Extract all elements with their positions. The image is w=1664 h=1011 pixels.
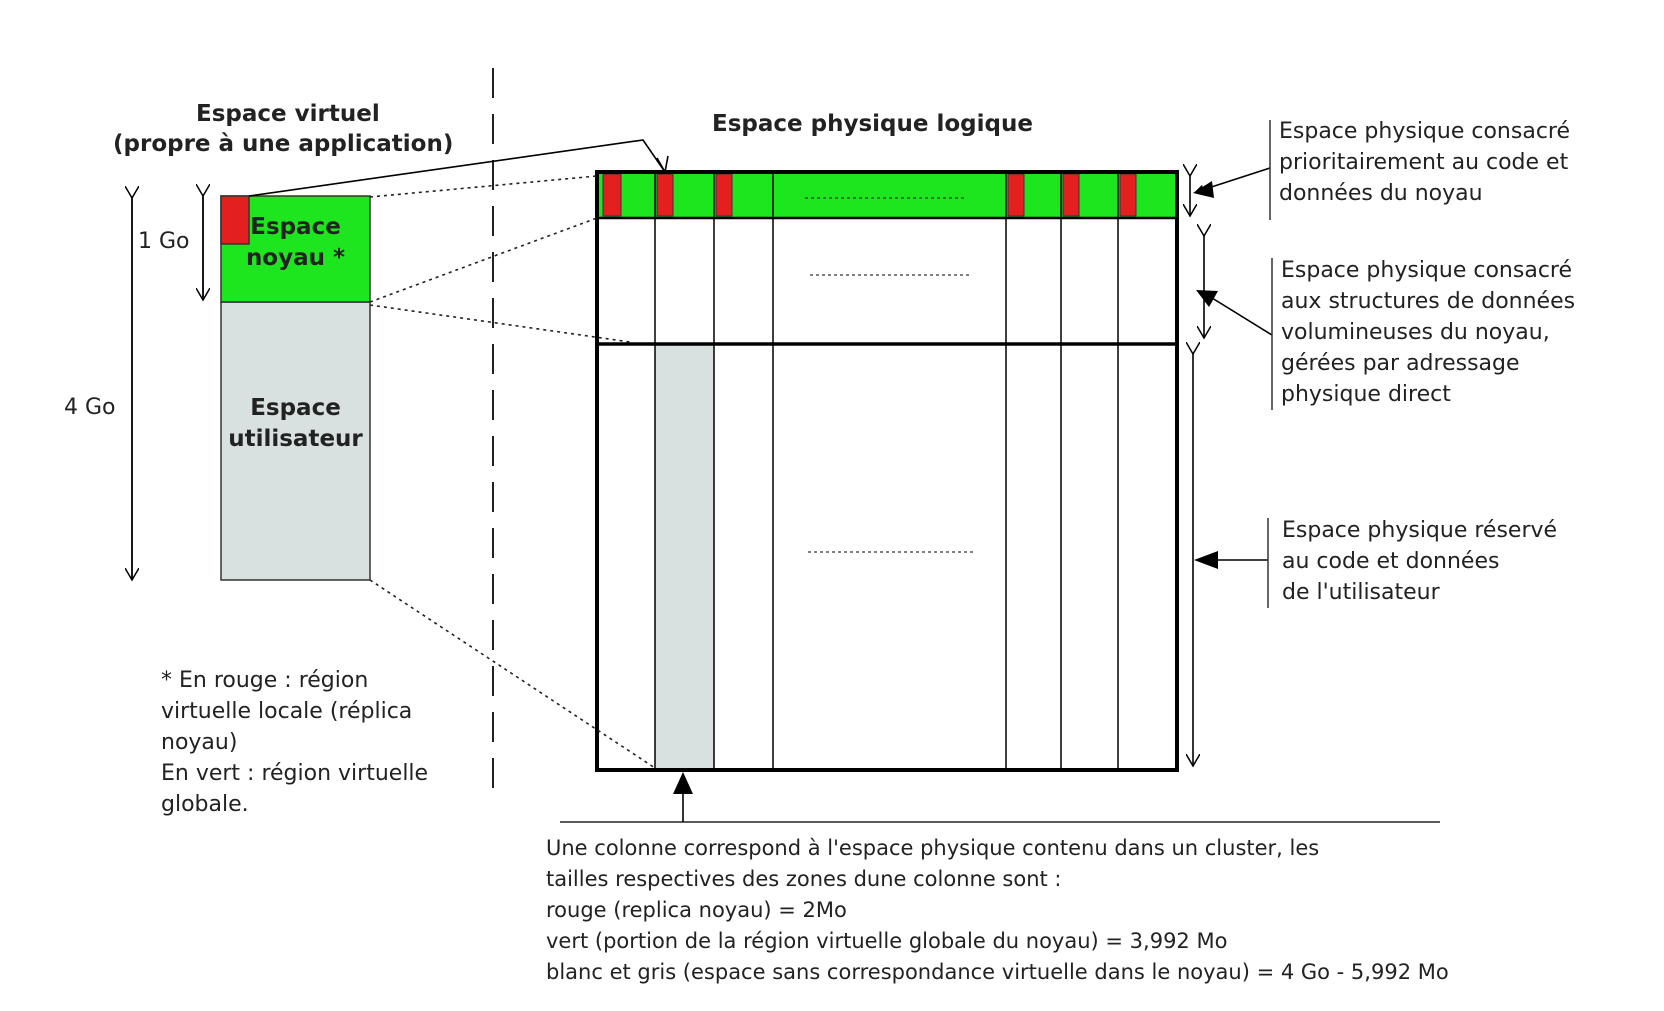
column-dividers: [654, 172, 1119, 770]
annotation-line: de l'utilisateur: [1282, 580, 1440, 605]
physical-space-frame: [595, 170, 1179, 772]
kernel-space-label-line1: Espace: [250, 214, 341, 240]
annotation-line: physique direct: [1281, 382, 1451, 407]
annotation-line: données du noyau: [1279, 181, 1483, 206]
footnote-line: vert (portion de la région virtuelle glo…: [546, 929, 1228, 953]
annotation-line: Espace physique consacré: [1279, 119, 1571, 144]
virtual-space-title-line1: Espace virtuel: [196, 101, 380, 127]
annotation-kernel-structures: Espace physique consacré aux structures …: [1281, 255, 1575, 410]
annotation-line: volumineuses du noyau,: [1281, 320, 1550, 345]
red-block: [602, 173, 622, 217]
kernel-space-label-line2: noyau *: [245, 245, 346, 271]
footnote-line: blanc et gris (espace sans correspondanc…: [546, 960, 1449, 984]
column-pointer-head: [673, 772, 693, 794]
size-4go-label: 4 Go: [64, 395, 116, 420]
kernel-code-pointer-head: [1193, 181, 1214, 198]
annotation-line: au code et données: [1282, 549, 1500, 574]
red-replica-blocks: [602, 173, 1137, 217]
red-block: [1062, 173, 1080, 217]
legend-note-line: globale.: [161, 792, 249, 817]
legend-note: * En rouge : région virtuelle locale (ré…: [161, 665, 428, 820]
legend-note-line: noyau): [161, 730, 238, 755]
annotation-line: prioritairement au code et: [1279, 150, 1569, 175]
annotation-kernel-code: Espace physique consacré prioritairement…: [1279, 116, 1570, 209]
virtual-space-title-line2: (propre à une application): [113, 131, 454, 157]
user-space-label-line2: utilisateur: [228, 426, 363, 452]
annotation-user-space: Espace physique réservé au code et donné…: [1282, 515, 1557, 608]
replica-link-arrowhead: [656, 155, 669, 175]
red-block: [1007, 173, 1025, 217]
annotation-line: Espace physique réservé: [1282, 518, 1558, 543]
user-space-box: [220, 301, 371, 581]
projection-line: [369, 304, 631, 343]
projection-line: [369, 579, 656, 769]
legend-note-line: virtuelle locale (réplica: [161, 699, 413, 724]
annotation-line: gérées par adressage: [1281, 351, 1520, 376]
footnote-line: tailles respectives des zones dune colon…: [546, 867, 1062, 891]
projection-lines: [369, 175, 656, 769]
user-pointer-head: [1194, 551, 1218, 569]
kernel-space-label: Espace noyau *: [221, 212, 370, 274]
projection-line: [369, 217, 598, 303]
kernel-structures-pointer-head: [1196, 290, 1218, 307]
physical-space-title: Espace physique logique: [712, 111, 1033, 137]
annotation-line: Espace physique consacré: [1281, 258, 1573, 283]
user-space-label-line1: Espace: [250, 395, 341, 421]
red-block: [1119, 173, 1137, 217]
footnote: Une colonne correspond à l'espace physiq…: [546, 833, 1449, 988]
legend-note-line: * En rouge : région: [161, 668, 369, 693]
kernel-structures-pointer: [1203, 292, 1273, 336]
replica-link-line: [248, 139, 666, 197]
footnote-line: Une colonne correspond à l'espace physiq…: [546, 836, 1320, 860]
green-band: [597, 172, 1177, 218]
kernel-replica-red-box: [220, 195, 250, 245]
annotation-line: aux structures de données: [1281, 289, 1576, 314]
projection-line: [369, 175, 598, 198]
red-block: [715, 173, 733, 217]
size-1go-label: 1 Go: [136, 229, 192, 254]
user-space-label: Espace utilisateur: [219, 393, 372, 455]
legend-note-line: En vert : région virtuelle: [161, 761, 429, 786]
red-block: [656, 173, 674, 217]
gray-column-fill: [655, 344, 714, 770]
footnote-line: rouge (replica noyau) = 2Mo: [546, 898, 847, 922]
